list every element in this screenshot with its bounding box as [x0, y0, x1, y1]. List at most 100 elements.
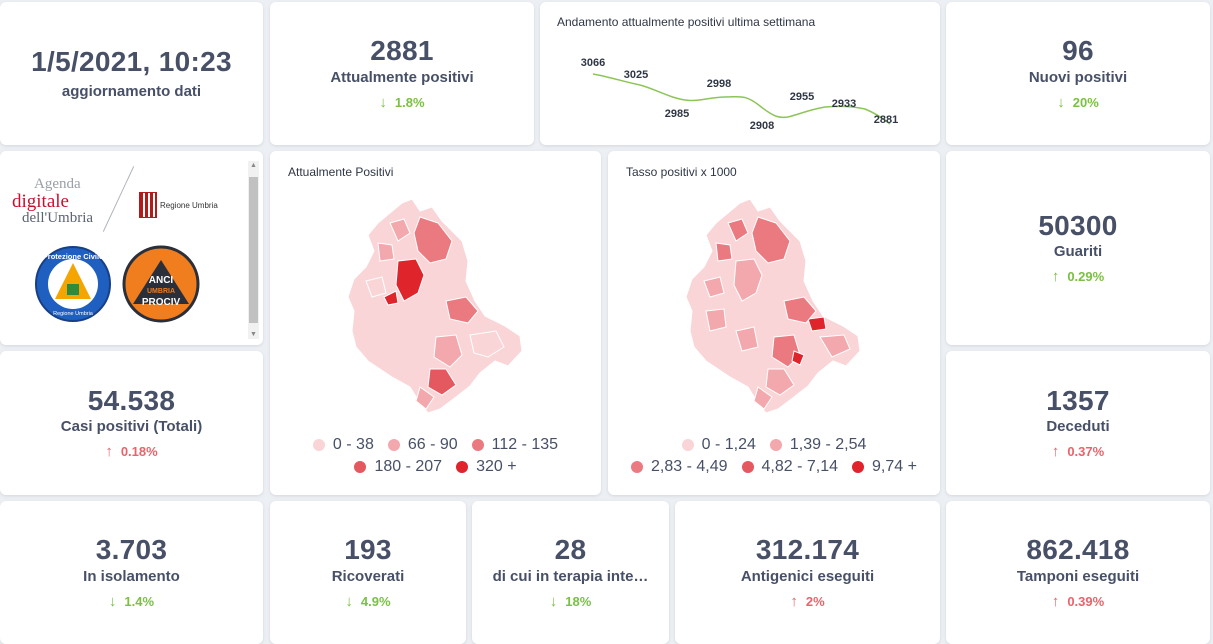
umbria-map-rate[interactable] [608, 151, 940, 495]
hospitalized-value: 193 [344, 534, 392, 566]
legend-dot [354, 461, 367, 473]
arrow-down-icon: ↓ [345, 592, 353, 610]
hospitalized-trend: ↓ 4.9% [345, 593, 390, 610]
arrow-up-icon: ↑ [1051, 268, 1060, 286]
protezione-civile-logo: Protezione Civile Regione Umbria [35, 246, 111, 322]
municipality-area[interactable] [383, 290, 399, 306]
municipality-area[interactable] [413, 216, 453, 264]
last-update-card: 1/5/2021, 10:23 aggiornamento dati [0, 2, 263, 145]
intensive-care-card: 28 di cui in terapia inte… ↓ 18% [472, 501, 669, 644]
isolation-trend-value: 1.4% [124, 593, 155, 609]
isolation-trend: ↓ 1.4% [109, 593, 154, 610]
municipality-area[interactable] [365, 276, 387, 298]
isolation-value: 3.703 [95, 534, 168, 566]
municipality-area[interactable] [791, 350, 805, 366]
total-cases-label: Casi positivi (Totali) [60, 418, 203, 436]
municipality-area[interactable] [735, 326, 759, 352]
new-positive-trend-value: 20% [1072, 94, 1099, 110]
svg-text:Regione Umbria: Regione Umbria [53, 311, 94, 317]
weekly-trend-sparkline: 3066 3025 2985 2998 2908 2955 2933 2881 [581, 57, 898, 132]
sparkline-point-label: 3066 [581, 57, 605, 69]
map-attualmente-positivi-card: Attualmente Positivi 0 - 38 66 - 90 112 … [270, 151, 601, 495]
municipality-area[interactable] [433, 334, 463, 368]
legend-item: 9,74 + [852, 458, 917, 476]
map-tasso-positivi-card: Tasso positivi x 1000 0 - 1,24 1,39 - 2,… [608, 151, 940, 495]
sparkline-line [592, 73, 891, 125]
municipality-area[interactable] [727, 218, 749, 242]
umbria-map-positives[interactable] [270, 151, 601, 495]
legend-dot [631, 461, 644, 473]
sparkline-point-label: 2933 [832, 98, 856, 110]
legend-dot [387, 439, 400, 451]
legend-dot [312, 439, 325, 451]
legend-dot [456, 461, 469, 473]
swabs-label: Tamponi eseguiti [1016, 567, 1140, 585]
municipality-area[interactable] [733, 258, 763, 302]
legend-item: 0 - 38 [312, 436, 374, 454]
swabs-value: 862.418 [1026, 534, 1130, 566]
antigen-tests-trend: ↑ 2% [790, 593, 824, 610]
total-cases-card: 54.538 Casi positivi (Totali) ↑ 0.18% [0, 351, 263, 495]
antigen-tests-value: 312.174 [755, 534, 860, 566]
legend-item: 66 - 90 [387, 436, 458, 454]
currently-positive-card: 2881 Attualmente positivi ↓ 1.8% [270, 2, 534, 145]
legend-item: 4,82 - 7,14 [741, 458, 838, 476]
municipality-area[interactable] [715, 242, 733, 262]
municipality-area[interactable] [427, 368, 457, 396]
municipality-area[interactable] [415, 386, 435, 410]
legend-item: 1,39 - 2,54 [769, 436, 866, 454]
last-update-label: aggiornamento dati [61, 83, 202, 101]
intensive-care-trend: ↓ 18% [550, 593, 592, 610]
legend-item: 0 - 1,24 [681, 436, 756, 454]
currently-positive-trend: ↓ 1.8% [379, 94, 424, 111]
municipality-area[interactable] [705, 308, 727, 332]
sparkline-point-label: 2955 [790, 91, 814, 103]
map2-legend: 0 - 1,24 1,39 - 2,54 2,83 - 4,49 4,82 - … [608, 436, 940, 480]
svg-text:ANCI: ANCI [149, 275, 174, 286]
arrow-up-icon: ↑ [1051, 443, 1060, 461]
legend-item: 180 - 207 [354, 458, 442, 476]
map1-legend: 0 - 38 66 - 90 112 - 135 180 - 207 320 + [270, 436, 601, 480]
deaths-label: Deceduti [1046, 418, 1110, 436]
municipality-area[interactable] [395, 258, 425, 302]
map1-title: Attualmente Positivi [288, 165, 394, 179]
municipality-area[interactable] [751, 216, 791, 264]
antigen-tests-label: Antigenici eseguiti [740, 567, 875, 585]
currently-positive-value: 2881 [370, 35, 434, 67]
new-positive-trend: ↓ 20% [1057, 94, 1099, 111]
municipality-area[interactable] [765, 368, 795, 396]
swabs-trend: ↑ 0.39% [1052, 593, 1104, 610]
hospitalized-trend-value: 4.9% [360, 593, 391, 609]
logo-divider [102, 166, 135, 232]
antigen-tests-trend-value: 2% [805, 593, 825, 609]
anci-umbria-prociv-logo: ANCI UMBRIA PROCIV [122, 245, 200, 323]
scroll-up-arrow-icon[interactable]: ▲ [250, 162, 257, 169]
logos-scrollbar[interactable]: ▲ ▼ [248, 161, 259, 339]
arrow-down-icon: ↓ [379, 93, 387, 111]
municipality-area[interactable] [703, 276, 725, 298]
legend-item: 320 + [456, 458, 517, 476]
new-positive-card: 96 Nuovi positivi ↓ 20% [946, 2, 1210, 145]
municipality-area[interactable] [445, 296, 479, 324]
arrow-down-icon: ↓ [549, 592, 558, 610]
scrollbar-thumb[interactable] [249, 177, 258, 323]
municipality-area[interactable] [389, 218, 411, 242]
legend-dot [681, 439, 694, 451]
antigen-tests-card: 312.174 Antigenici eseguiti ↑ 2% [675, 501, 940, 644]
municipality-area[interactable] [819, 334, 851, 358]
deaths-card: 1357 Deceduti ↑ 0.37% [946, 351, 1210, 495]
swabs-trend-value: 0.39% [1067, 593, 1105, 609]
weekly-trend-title: Andamento attualmente positivi ultima se… [557, 15, 816, 29]
municipality-area[interactable] [783, 296, 817, 324]
recovered-card: 50300 Guariti ↑ 0.29% [946, 151, 1210, 345]
municipality-area[interactable] [377, 242, 395, 262]
deaths-value: 1357 [1046, 384, 1110, 416]
currently-positive-label: Attualmente positivi [330, 68, 474, 86]
municipality-area[interactable] [807, 316, 827, 332]
municipality-area[interactable] [753, 386, 773, 410]
municipality-area[interactable] [469, 330, 505, 358]
recovered-value: 50300 [1038, 209, 1118, 241]
recovered-trend-value: 0.29% [1067, 269, 1105, 285]
scroll-down-arrow-icon[interactable]: ▼ [250, 331, 257, 338]
regione-emblem-icon [139, 192, 157, 218]
